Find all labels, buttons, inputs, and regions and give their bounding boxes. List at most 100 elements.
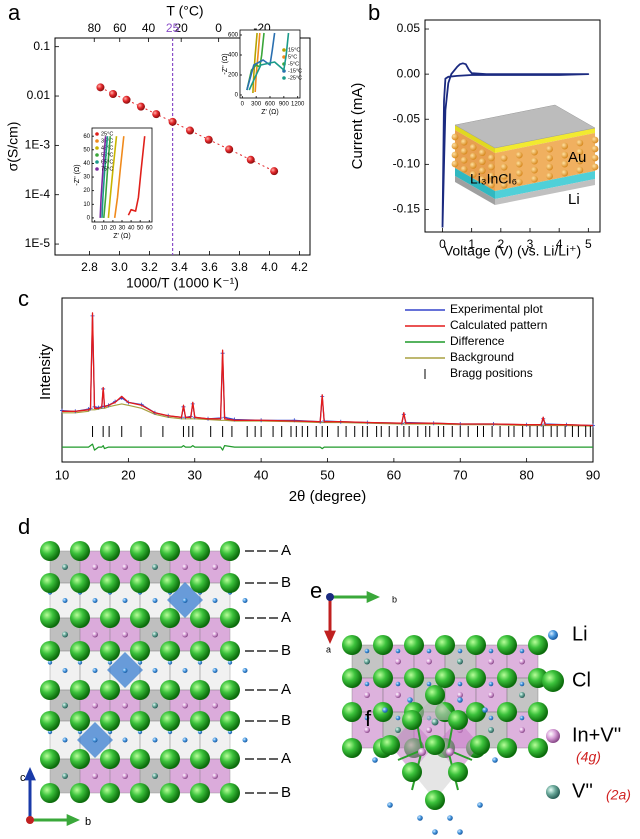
x-tick-label: 60 bbox=[146, 226, 153, 232]
inset-label: Au bbox=[568, 149, 586, 166]
y-tick-label: 200 bbox=[228, 73, 239, 79]
axis-label: b bbox=[85, 816, 91, 828]
atom bbox=[528, 635, 548, 655]
atom bbox=[62, 564, 68, 570]
atom bbox=[190, 783, 210, 803]
atom bbox=[466, 635, 486, 655]
atom bbox=[342, 738, 362, 758]
atom bbox=[92, 702, 98, 709]
atom bbox=[212, 631, 218, 638]
lattice-atom bbox=[530, 157, 538, 165]
atom bbox=[100, 711, 120, 731]
data-point bbox=[225, 145, 234, 154]
atom bbox=[100, 783, 120, 803]
lattice-atom bbox=[487, 163, 495, 171]
legend-label: Experimental plot bbox=[450, 302, 543, 316]
atom bbox=[457, 681, 463, 687]
atom bbox=[212, 668, 218, 673]
x-tick-label: 50 bbox=[137, 226, 144, 232]
lattice-atom bbox=[515, 151, 523, 159]
legend-label: Difference bbox=[450, 334, 505, 348]
layer-right-face bbox=[495, 133, 595, 191]
atom bbox=[40, 783, 60, 803]
lattice-atom bbox=[530, 166, 538, 174]
atom bbox=[395, 727, 401, 733]
atom bbox=[190, 641, 210, 661]
atom bbox=[470, 735, 490, 755]
pattern-line bbox=[62, 312, 594, 427]
plot-frame bbox=[61, 297, 594, 463]
atom bbox=[395, 715, 401, 721]
atom bbox=[488, 692, 494, 698]
layer-right-face bbox=[495, 128, 595, 153]
legend-swatch bbox=[95, 132, 99, 136]
atom bbox=[182, 668, 188, 673]
atom bbox=[448, 762, 468, 782]
lattice-atom bbox=[451, 160, 459, 168]
atom bbox=[528, 738, 548, 758]
lattice-atom bbox=[460, 165, 468, 173]
lattice-atom bbox=[591, 136, 599, 144]
atom bbox=[160, 783, 180, 803]
layer-label: B bbox=[281, 712, 291, 729]
atom bbox=[152, 668, 158, 673]
y-tick-label: 1E-4 bbox=[25, 187, 51, 201]
atom bbox=[482, 707, 488, 713]
data-point bbox=[204, 135, 213, 144]
lattice-atom bbox=[478, 176, 486, 184]
atom bbox=[342, 635, 362, 655]
data-point bbox=[152, 110, 161, 119]
atom bbox=[152, 564, 158, 570]
x-tick-label: 4 bbox=[556, 237, 563, 251]
lattice-atom bbox=[460, 138, 468, 146]
atom bbox=[167, 660, 173, 665]
atom bbox=[92, 737, 98, 743]
atom bbox=[425, 735, 445, 755]
x2-tick-label: 80 bbox=[88, 21, 102, 35]
atom bbox=[40, 641, 60, 661]
atom bbox=[62, 598, 68, 603]
polyhedron bbox=[412, 695, 458, 720]
lattice-atom bbox=[576, 148, 584, 156]
atom bbox=[190, 608, 210, 628]
axis-origin bbox=[26, 816, 34, 824]
y-tick-label: 400 bbox=[228, 53, 239, 59]
y-tick-label: 30 bbox=[83, 175, 90, 181]
inset-label: Li bbox=[568, 191, 580, 208]
layer-label: B bbox=[281, 574, 291, 591]
layer-left-face bbox=[455, 168, 495, 199]
panel-label: b bbox=[368, 0, 380, 25]
panel-label: d bbox=[18, 514, 30, 539]
atom bbox=[70, 641, 90, 661]
atom bbox=[488, 681, 494, 687]
atom bbox=[426, 658, 432, 665]
atom bbox=[100, 680, 120, 700]
arrow-head bbox=[324, 630, 336, 644]
x-axis-title: Z' (Ω) bbox=[113, 233, 130, 240]
lattice-atom bbox=[487, 181, 495, 189]
atom bbox=[364, 658, 370, 665]
lattice-atom bbox=[515, 160, 523, 168]
legend-label: 25°C bbox=[101, 131, 113, 137]
atom bbox=[92, 564, 98, 570]
legend-label: In+V'' bbox=[572, 724, 621, 746]
atom bbox=[519, 648, 525, 654]
x-tick-label: 0 bbox=[241, 102, 245, 108]
lattice-atom bbox=[478, 158, 486, 166]
x-tick-label: 3.6 bbox=[201, 260, 218, 274]
atom bbox=[160, 711, 180, 731]
x-tick-label: 50 bbox=[320, 467, 334, 482]
atom bbox=[242, 737, 248, 743]
atom bbox=[364, 648, 370, 654]
x-tick-label: 0 bbox=[93, 226, 97, 232]
arrow-head bbox=[24, 767, 36, 781]
lattice-atom bbox=[561, 151, 569, 159]
atom bbox=[519, 727, 525, 733]
atom bbox=[212, 702, 218, 709]
atom bbox=[182, 631, 188, 638]
y-axis-title: σ(S/cm) bbox=[5, 122, 21, 172]
y-tick-label: 1E-3 bbox=[25, 138, 51, 152]
atom bbox=[446, 748, 454, 756]
atom bbox=[220, 783, 240, 803]
